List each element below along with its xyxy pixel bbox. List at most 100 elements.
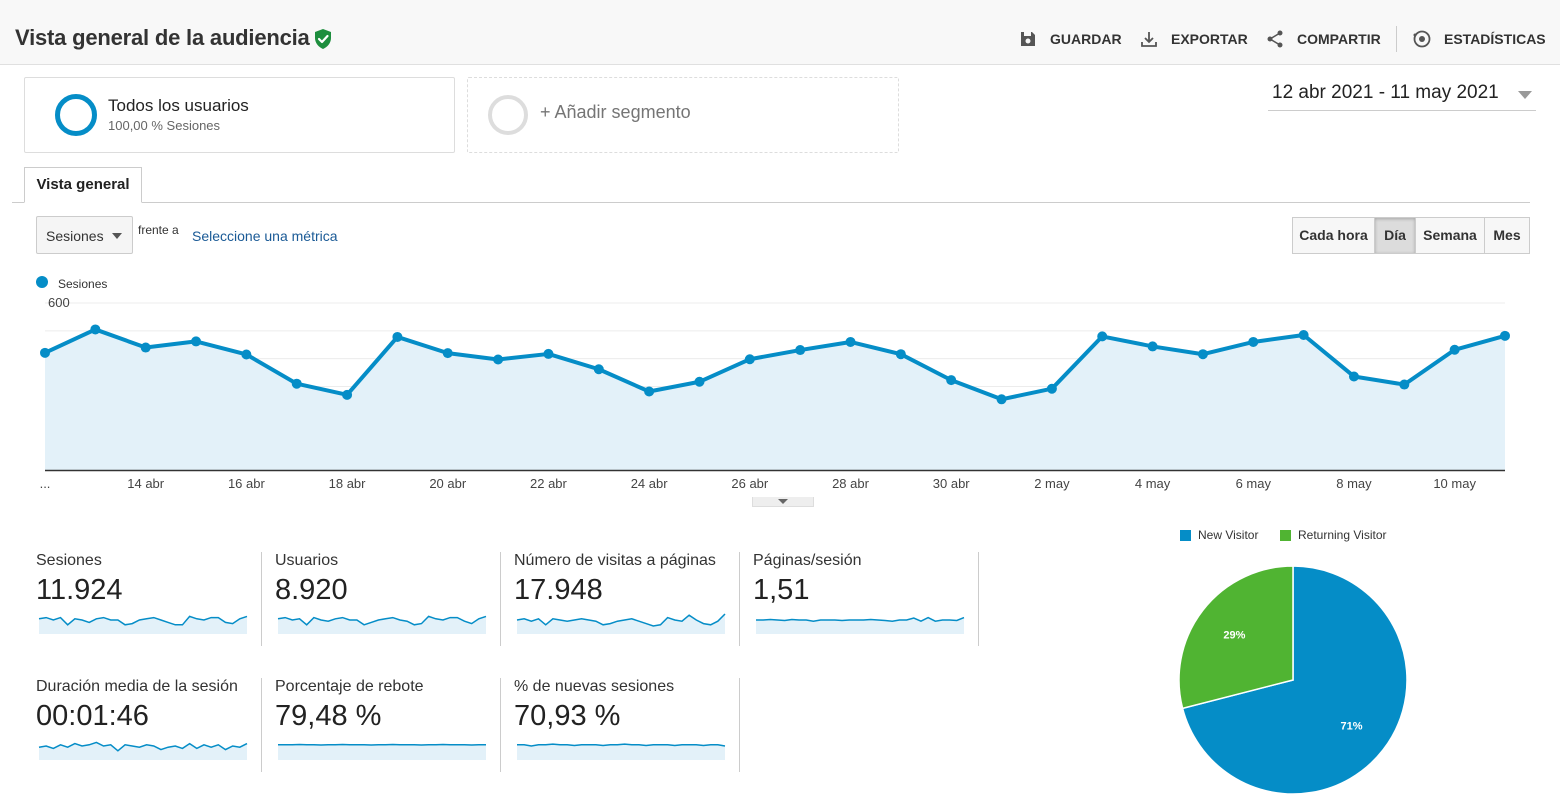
caret-down-icon — [112, 233, 122, 239]
insights-button[interactable]: ESTADÍSTICAS — [1412, 29, 1546, 49]
sessions-point[interactable] — [140, 342, 151, 353]
share-button[interactable]: COMPARTIR — [1265, 29, 1381, 49]
select-metric-link[interactable]: Seleccione una métrica — [192, 228, 338, 244]
share-icon — [1267, 30, 1283, 48]
pie-slice-label: 29% — [1223, 630, 1245, 642]
x-tick-label: 26 abr — [731, 476, 769, 491]
sparkline — [38, 615, 248, 634]
segment-all-users[interactable]: Todos los usuarios 100,00 % Sesiones — [24, 77, 455, 153]
sparkline-fill — [756, 617, 964, 634]
stat-card[interactable]: Páginas/sesión 1,51 — [753, 552, 973, 647]
x-tick-label: 10 may — [1433, 476, 1476, 491]
sparkline — [278, 743, 486, 760]
pie-slice[interactable] — [1178, 565, 1294, 710]
stat-divider — [500, 552, 501, 646]
sparkline-line — [277, 615, 487, 626]
sessions-point[interactable] — [392, 331, 403, 342]
add-segment-button[interactable]: + Añadir segmento — [467, 77, 899, 153]
stat-value: 00:01:46 — [36, 700, 149, 732]
sessions-point[interactable] — [90, 324, 101, 335]
stat-divider — [739, 678, 740, 772]
sparkline-line — [517, 743, 726, 747]
granularity-week-button[interactable]: Semana — [1415, 217, 1485, 254]
sessions-point[interactable] — [593, 364, 604, 375]
sessions-point[interactable] — [644, 386, 655, 397]
x-tick-label: 2 may — [1034, 476, 1070, 491]
sessions-point[interactable] — [543, 348, 554, 359]
sessions-point[interactable] — [442, 348, 453, 359]
sessions-point[interactable] — [946, 375, 957, 386]
chart-resize-handle[interactable] — [752, 497, 814, 507]
sessions-point[interactable] — [1097, 331, 1108, 342]
stat-value: 70,93 % — [514, 700, 621, 732]
add-segment-label: + Añadir segmento — [540, 102, 691, 122]
x-tick-label: 8 may — [1336, 476, 1372, 491]
save-button[interactable]: GUARDAR — [1018, 29, 1122, 49]
sessions-point[interactable] — [191, 336, 202, 347]
stat-value: 11.924 — [36, 574, 123, 606]
legend-swatch-returning-visitor — [1280, 529, 1291, 541]
granularity-month-button[interactable]: Mes — [1484, 217, 1530, 254]
sessions-point[interactable] — [895, 349, 906, 360]
x-tick-label: 4 may — [1135, 476, 1171, 491]
stat-label: Usuarios — [275, 552, 339, 569]
save-icon — [1021, 32, 1035, 46]
sessions-point[interactable] — [1449, 344, 1460, 355]
sessions-point[interactable] — [291, 378, 302, 389]
sessions-area-fill — [45, 329, 1505, 470]
sessions-point[interactable] — [1248, 336, 1259, 347]
date-range-picker[interactable]: 12 abr 2021 - 11 may 2021 — [1268, 80, 1536, 111]
metric-dropdown[interactable]: Sesiones — [36, 216, 133, 254]
top-bar — [0, 0, 1560, 65]
sparkline-line — [38, 741, 248, 752]
sessions-point[interactable] — [1348, 371, 1359, 382]
stat-card[interactable]: Duración media de la sesión 00:01:46 — [36, 678, 256, 773]
export-button[interactable]: EXPORTAR — [1139, 29, 1248, 49]
sessions-point[interactable] — [1399, 379, 1410, 390]
stat-card[interactable]: Sesiones 11.924 — [36, 552, 256, 647]
sessions-point[interactable] — [795, 345, 806, 356]
sessions-point[interactable] — [342, 389, 353, 400]
stat-label: Páginas/sesión — [753, 552, 862, 569]
stat-value: 1,51 — [753, 574, 810, 606]
stat-card[interactable]: Porcentaje de rebote 79,48 % — [275, 678, 495, 773]
sessions-point[interactable] — [845, 336, 856, 347]
stat-card[interactable]: % de nuevas sesiones 70,93 % — [514, 678, 734, 773]
sessions-point[interactable] — [1197, 349, 1208, 360]
page-title: Vista general de la audiencia — [15, 25, 310, 50]
sessions-point[interactable] — [694, 376, 705, 387]
stat-card[interactable]: Usuarios 8.920 — [275, 552, 495, 647]
x-tick-label: 6 may — [1236, 476, 1272, 491]
sessions-point[interactable] — [744, 354, 755, 365]
share-label: COMPARTIR — [1297, 31, 1381, 47]
sparkline-fill — [517, 744, 725, 760]
insights-label: ESTADÍSTICAS — [1444, 31, 1546, 47]
stat-card[interactable]: Número de visitas a páginas 17.948 — [514, 552, 734, 647]
stat-divider — [978, 552, 979, 646]
sessions-point[interactable] — [1147, 341, 1158, 352]
legend-swatch-sessions — [36, 276, 48, 288]
verified-shield-icon — [315, 29, 331, 49]
legend-swatch-new-visitor — [1180, 529, 1191, 541]
sessions-point[interactable] — [1046, 383, 1057, 394]
granularity-day-button[interactable]: Día — [1374, 217, 1416, 254]
tab-overview[interactable]: Vista general — [24, 167, 142, 203]
stat-label: Número de visitas a páginas — [514, 552, 716, 569]
tab-divider — [12, 202, 1530, 203]
actions-divider — [1396, 26, 1397, 52]
stat-label: Sesiones — [36, 552, 102, 569]
empty-segment-ring-icon — [488, 95, 528, 135]
granularity-hourly-button[interactable]: Cada hora — [1292, 217, 1375, 254]
sessions-point[interactable] — [1298, 330, 1309, 341]
pie-slice[interactable] — [1181, 565, 1408, 795]
sessions-point[interactable] — [996, 394, 1007, 405]
x-tick-label: 14 abr — [127, 476, 165, 491]
sessions-point[interactable] — [1500, 330, 1510, 341]
stat-divider — [500, 678, 501, 772]
sessions-point[interactable] — [40, 347, 50, 358]
stat-divider — [261, 678, 262, 772]
sessions-point[interactable] — [493, 354, 504, 365]
sessions-point[interactable] — [241, 349, 252, 360]
pie-legend-new: New Visitor — [1180, 528, 1258, 542]
